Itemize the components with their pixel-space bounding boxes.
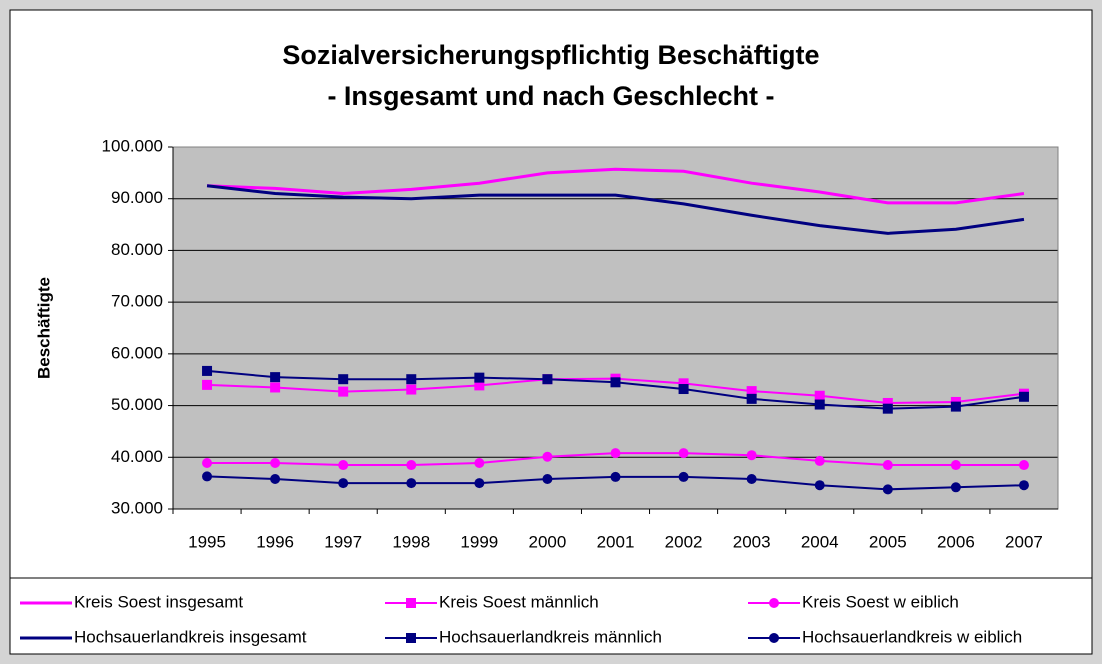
data-point — [882, 484, 893, 495]
data-point — [542, 474, 553, 485]
data-point — [406, 460, 417, 471]
legend-label: Kreis Soest männlich — [439, 592, 599, 611]
data-point — [746, 474, 757, 485]
data-point — [746, 393, 757, 404]
data-point — [814, 480, 825, 491]
x-tick-label: 2006 — [937, 532, 975, 551]
data-point — [406, 374, 417, 385]
x-tick-label: 1997 — [324, 532, 362, 551]
data-point — [474, 457, 485, 468]
x-tick-label: 2007 — [1005, 532, 1043, 551]
data-point — [202, 379, 213, 390]
legend-label: Hochsauerlandkreis w eiblich — [802, 627, 1022, 646]
data-point — [1018, 480, 1029, 491]
legend-marker — [406, 598, 416, 608]
data-point — [338, 374, 349, 385]
x-tick-label: 2001 — [597, 532, 635, 551]
data-point — [338, 460, 349, 471]
data-point — [338, 478, 349, 489]
data-point — [270, 372, 281, 383]
data-point — [542, 451, 553, 462]
data-point — [1018, 391, 1029, 402]
data-point — [814, 390, 825, 401]
x-tick-label: 1995 — [188, 532, 226, 551]
data-point — [814, 399, 825, 410]
y-tick-label: 70.000 — [111, 292, 163, 311]
data-point — [202, 471, 213, 482]
x-tick-label: 1996 — [256, 532, 294, 551]
series-line — [206, 184, 1025, 235]
data-point — [270, 457, 281, 468]
data-point — [950, 460, 961, 471]
data-point — [678, 378, 689, 389]
data-point — [950, 401, 961, 412]
data-point — [1018, 460, 1029, 471]
data-point — [678, 384, 689, 395]
data-point — [882, 460, 893, 471]
data-point — [270, 382, 281, 393]
chart-subtitle: - Insgesamt und nach Geschlecht - — [327, 81, 774, 111]
data-point — [678, 471, 689, 482]
legend-label: Kreis Soest insgesamt — [74, 592, 243, 611]
data-point — [406, 384, 417, 395]
x-tick-label: 2005 — [869, 532, 907, 551]
data-point — [542, 374, 553, 385]
data-point — [474, 372, 485, 383]
legend-label: Kreis Soest w eiblich — [802, 592, 959, 611]
data-point — [474, 478, 485, 489]
data-point — [474, 380, 485, 391]
legend-label: Hochsauerlandkreis männlich — [439, 627, 662, 646]
data-point — [746, 386, 757, 397]
x-tick-label: 2002 — [665, 532, 703, 551]
x-tick-label: 2004 — [801, 532, 839, 551]
data-point — [202, 365, 213, 376]
data-point — [950, 482, 961, 493]
chart-title: Sozialversicherungspflichtig Beschäftigt… — [282, 40, 819, 70]
y-axis-title: Beschäftigte — [34, 277, 53, 379]
data-point — [882, 397, 893, 408]
y-tick-label: 80.000 — [111, 240, 163, 259]
data-point — [814, 455, 825, 466]
data-point — [338, 386, 349, 397]
legend-marker — [769, 598, 779, 608]
y-tick-label: 30.000 — [111, 498, 163, 517]
y-tick-label: 100.000 — [102, 136, 163, 155]
y-tick-label: 40.000 — [111, 447, 163, 466]
y-tick-label: 90.000 — [111, 188, 163, 207]
data-point — [610, 471, 621, 482]
data-point — [882, 403, 893, 414]
x-tick-label: 1998 — [392, 532, 430, 551]
x-tick-label: 1999 — [460, 532, 498, 551]
x-tick-label: 2000 — [529, 532, 567, 551]
data-point — [610, 448, 621, 459]
data-point — [746, 450, 757, 461]
data-point — [610, 377, 621, 388]
data-point — [678, 448, 689, 459]
data-point — [406, 478, 417, 489]
y-tick-label: 60.000 — [111, 343, 163, 362]
series-line — [206, 167, 1025, 205]
legend-label: Hochsauerlandkreis insgesamt — [74, 627, 307, 646]
y-tick-label: 50.000 — [111, 395, 163, 414]
legend-marker — [406, 633, 416, 643]
legend-marker — [769, 633, 779, 643]
data-point — [270, 474, 281, 485]
x-tick-label: 2003 — [733, 532, 771, 551]
data-point — [202, 457, 213, 468]
